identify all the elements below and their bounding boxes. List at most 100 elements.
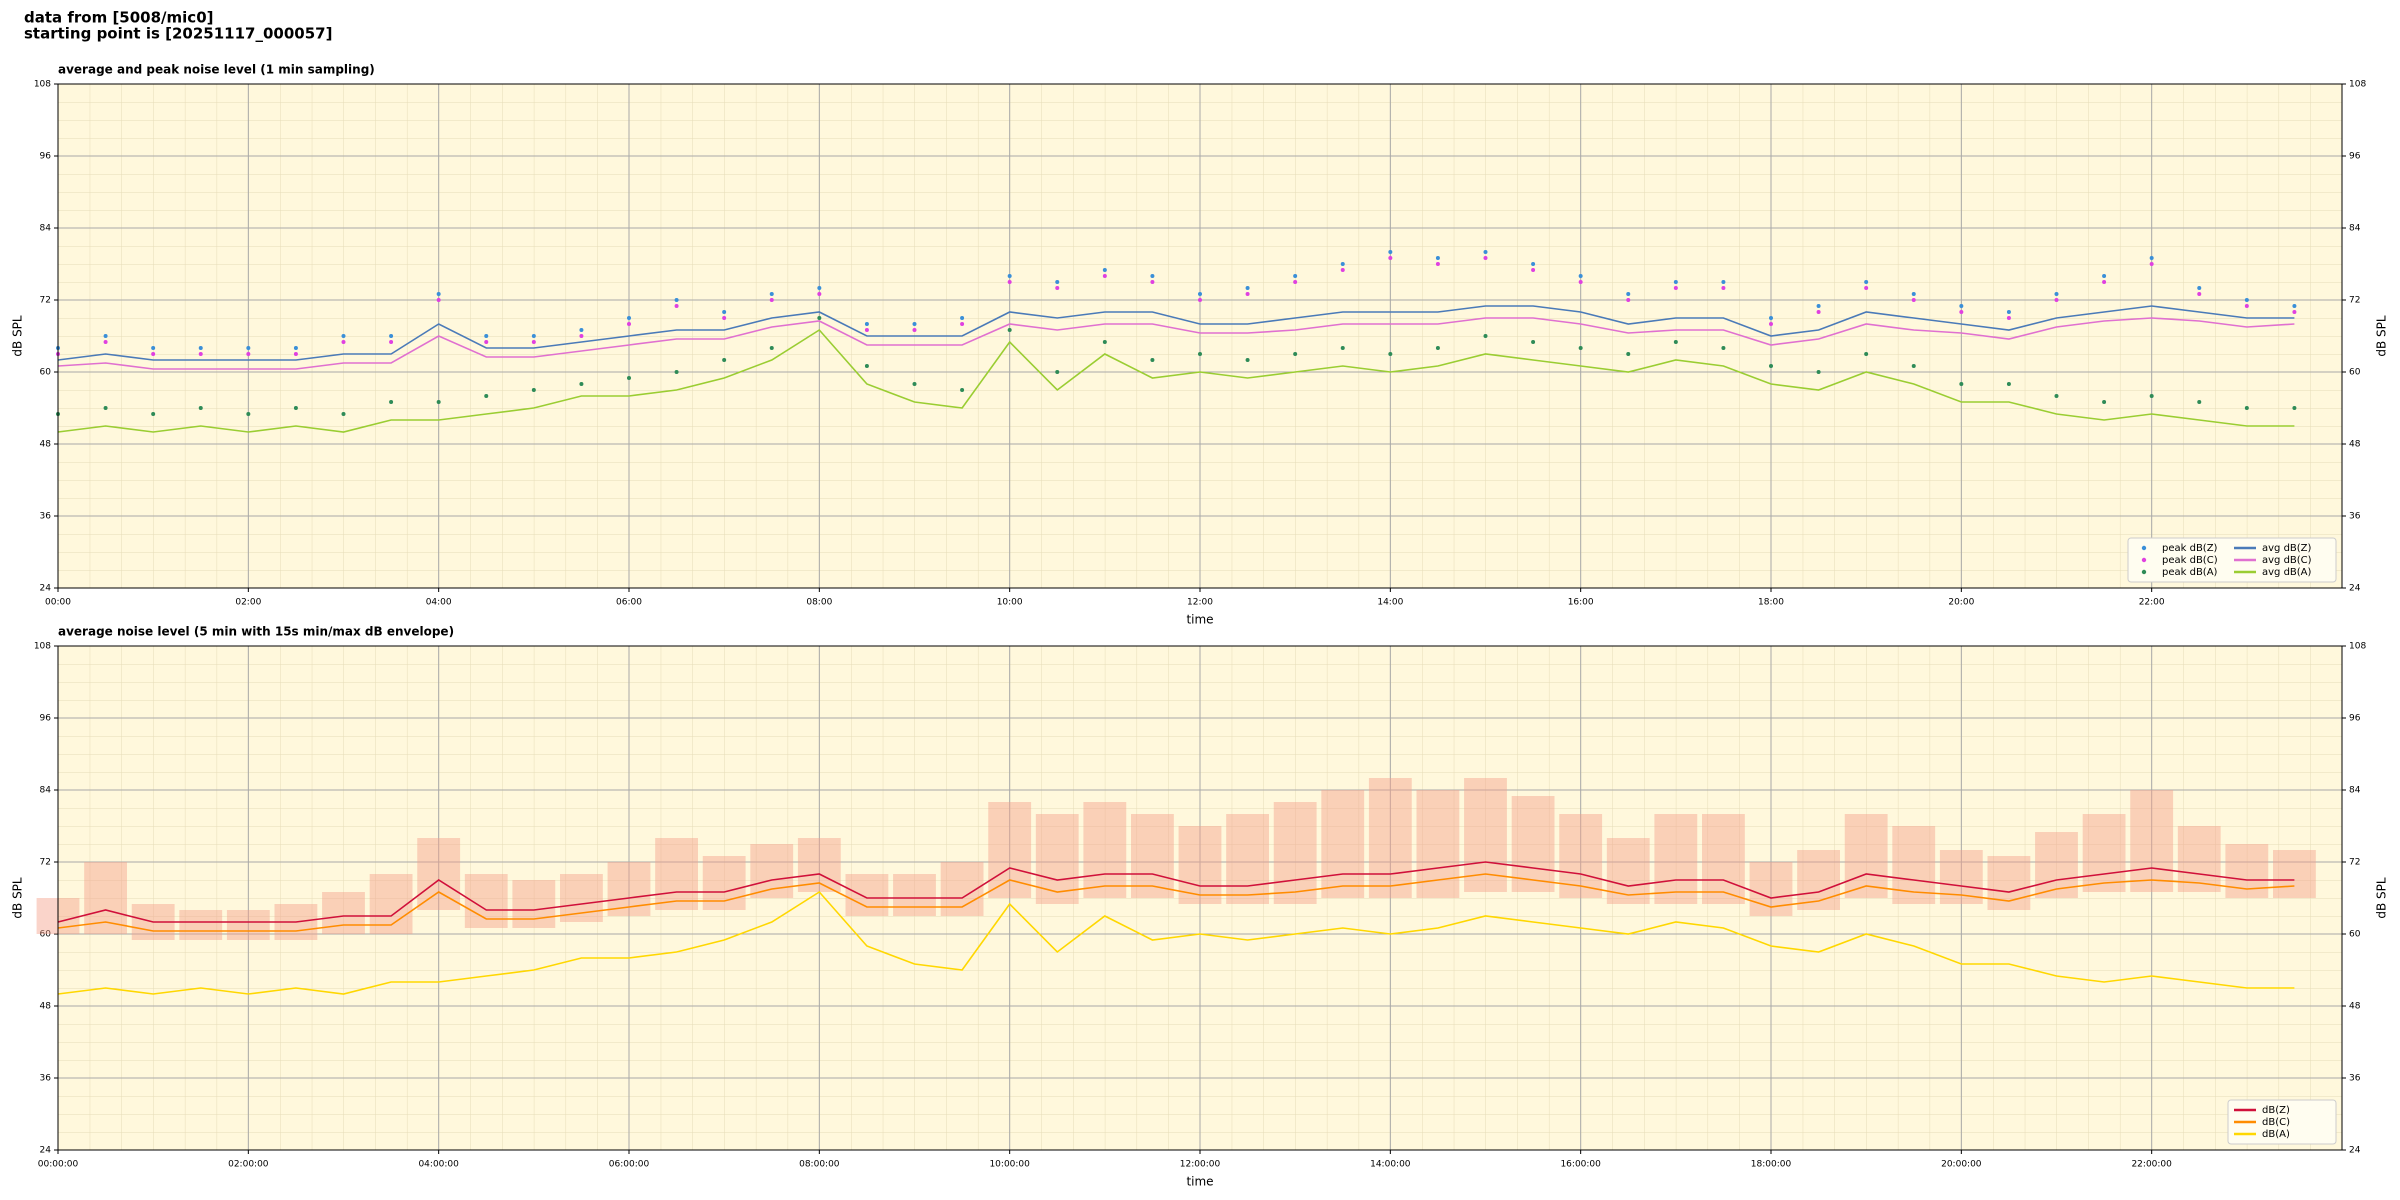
peak-point (341, 340, 346, 344)
peak-point (2197, 292, 2202, 296)
peak-point (436, 400, 441, 404)
peak-point (2149, 256, 2154, 260)
peak-point (674, 298, 679, 302)
peak-point (1531, 268, 1536, 272)
peak-point (627, 376, 631, 380)
y-tick-label: 84 (40, 786, 52, 796)
x-tick-label: 08:00 (806, 598, 832, 608)
x-tick-label: 18:00:00 (1751, 1160, 1792, 1170)
peak-point (1721, 280, 1726, 284)
peak-point (293, 346, 298, 350)
peak-point (1007, 274, 1012, 278)
x-tick-label: 16:00 (1568, 598, 1594, 608)
peak-point (484, 340, 489, 344)
x-tick-label: 14:00 (1377, 598, 1403, 608)
y-tick-label: 24 (2349, 1146, 2361, 1156)
peak-point (2054, 394, 2059, 398)
y-axis-label: dB SPL (11, 315, 25, 357)
y-tick-label: 60 (2349, 368, 2361, 378)
peak-point (341, 334, 346, 338)
peak-point (1959, 304, 1964, 308)
x-tick-label: 14:00:00 (1370, 1160, 1411, 1170)
peak-point (531, 334, 536, 338)
peak-point (151, 346, 156, 350)
peak-point (198, 406, 203, 410)
x-tick-label: 10:00:00 (989, 1160, 1030, 1170)
x-axis-label: time (1186, 613, 1213, 627)
peak-point (436, 292, 441, 296)
x-tick-label: 00:00 (45, 598, 71, 608)
peak-point (246, 412, 251, 416)
peak-point (579, 328, 584, 332)
peak-point (1150, 274, 1155, 278)
series-line (57, 861, 2295, 923)
y-tick-label: 72 (40, 296, 51, 306)
y-tick-label: 72 (40, 858, 51, 868)
y-tick-label: 36 (2349, 1074, 2361, 1084)
legend-label: peak dB(A) (2162, 567, 2218, 578)
peak-point (627, 322, 631, 326)
peak-point (864, 364, 869, 368)
peak-point (1150, 280, 1155, 284)
series-line (57, 328, 2295, 433)
x-tick-label: 06:00:00 (609, 1160, 650, 1170)
peak-point (1769, 364, 1773, 368)
peak-point (1483, 256, 1488, 260)
y-tick-label: 96 (2349, 714, 2361, 724)
y-tick-label: 108 (2349, 642, 2366, 652)
y-tick-label: 48 (2349, 440, 2361, 450)
peak-point (1626, 298, 1631, 302)
series-line (57, 873, 2295, 932)
y-tick-label: 84 (40, 224, 52, 234)
peak-point (389, 340, 394, 344)
peak-point (1435, 256, 1440, 260)
legend-label: avg dB(A) (2262, 567, 2312, 578)
peak-point (2197, 286, 2202, 290)
peak-point (2149, 262, 2154, 266)
peak-point (531, 340, 536, 344)
peak-point (1578, 280, 1583, 284)
peak-point (1007, 328, 1012, 332)
peak-point (246, 352, 251, 356)
peak-point (151, 412, 156, 416)
y-tick-label: 48 (2349, 1002, 2361, 1012)
peak-point (2292, 304, 2297, 308)
peak-point (864, 328, 869, 332)
peak-point (484, 394, 489, 398)
legend-box (2127, 537, 2337, 583)
peak-point (1864, 352, 1869, 356)
peak-point (2102, 400, 2107, 404)
y-tick-label: 72 (2349, 296, 2360, 306)
peak-point (103, 340, 108, 344)
peak-point (1102, 340, 1107, 344)
peak-point (389, 400, 394, 404)
x-tick-label: 22:00:00 (2131, 1160, 2172, 1170)
legend-label: avg dB(C) (2262, 555, 2312, 566)
peak-point (1864, 286, 1869, 290)
x-tick-label: 04:00:00 (418, 1160, 459, 1170)
legend-swatch (2141, 545, 2147, 551)
peak-point (1245, 292, 1250, 296)
x-tick-label: 06:00 (616, 598, 642, 608)
y-tick-label: 48 (40, 1002, 52, 1012)
peak-point (531, 388, 536, 392)
x-tick-label: 08:00:00 (799, 1160, 840, 1170)
peak-point (436, 298, 441, 302)
legend: peak dB(Z)peak dB(C)peak dB(A)avg dB(Z)a… (2127, 537, 2337, 583)
legend: dB(Z)dB(C)dB(A) (2227, 1099, 2337, 1145)
y-tick-label: 60 (2349, 930, 2361, 940)
peak-point (817, 292, 822, 296)
peak-point (1293, 280, 1298, 284)
peak-point (1293, 352, 1298, 356)
peak-point (864, 322, 869, 326)
series-line (57, 317, 2295, 370)
peak-point (960, 316, 965, 320)
header-line: starting point is [20251117_000057] (24, 25, 332, 43)
peak-point (1673, 340, 1678, 344)
y-tick-label: 84 (2349, 786, 2361, 796)
peak-point (2292, 406, 2297, 410)
peak-point (722, 316, 727, 320)
peak-point (293, 352, 298, 356)
x-tick-label: 12:00:00 (1180, 1160, 1221, 1170)
peak-point (1102, 268, 1107, 272)
